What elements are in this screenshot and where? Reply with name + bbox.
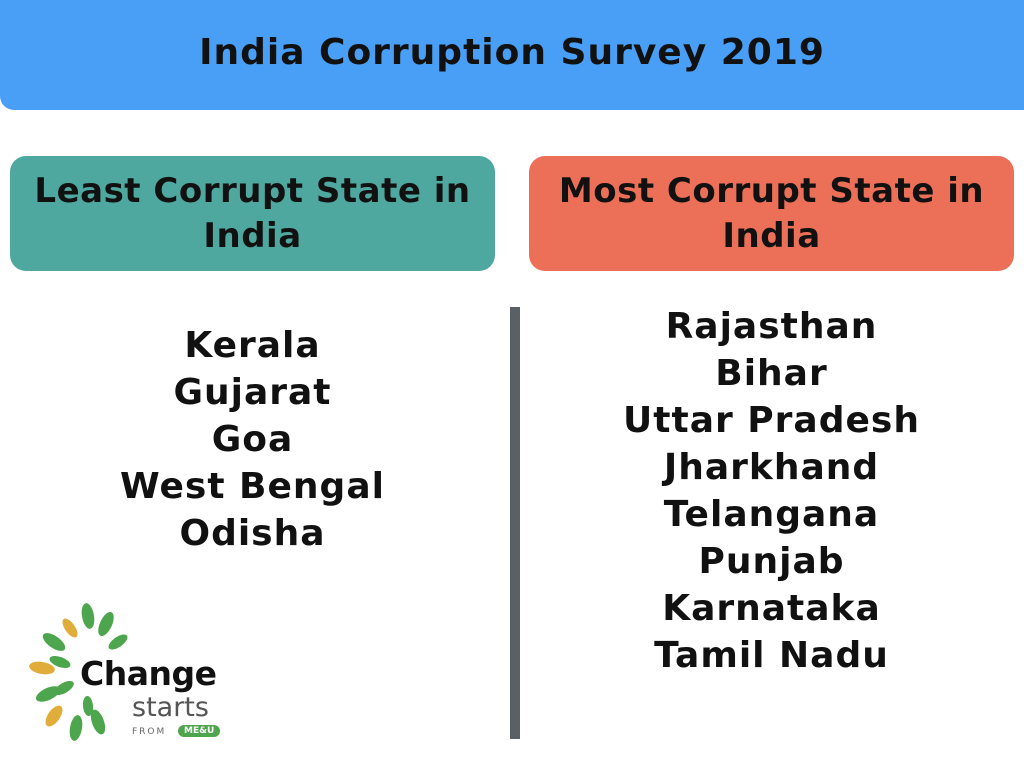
- list-item: Rajasthan: [665, 306, 878, 347]
- list-item: Goa: [211, 419, 294, 460]
- least-corrupt-heading-box: Least Corrupt State in India: [10, 156, 495, 271]
- logo-from-text: FROM: [132, 727, 167, 737]
- list-item: Uttar Pradesh: [623, 400, 920, 441]
- most-corrupt-heading-box: Most Corrupt State in India: [529, 156, 1014, 271]
- page-title: India Corruption Survey 2019: [199, 31, 825, 73]
- leaf-wreath-icon: [29, 603, 128, 741]
- least-corrupt-heading: Least Corrupt State in India: [34, 170, 471, 256]
- list-item: Bihar: [715, 353, 828, 394]
- list-item: Punjab: [698, 541, 845, 582]
- list-item: West Bengal: [120, 466, 385, 507]
- list-item: Jharkhand: [663, 447, 880, 488]
- list-item: Odisha: [179, 513, 326, 554]
- logo-meu-badge: ME&U: [178, 725, 221, 737]
- title-bar: India Corruption Survey 2019: [0, 0, 1024, 110]
- most-corrupt-list: Rajasthan Bihar Uttar Pradesh Jharkhand …: [529, 303, 1014, 679]
- list-item: Gujarat: [173, 372, 332, 413]
- logo-change-text: Change: [80, 654, 217, 693]
- list-item: Karnataka: [662, 588, 881, 629]
- list-item: Tamil Nadu: [654, 635, 889, 676]
- logo-starts-text: starts: [132, 692, 209, 723]
- least-corrupt-list: Kerala Gujarat Goa West Bengal Odisha: [10, 322, 495, 557]
- column-divider: [510, 307, 520, 739]
- list-item: Telangana: [663, 494, 880, 535]
- list-item: Kerala: [184, 325, 321, 366]
- most-corrupt-heading: Most Corrupt State in India: [558, 170, 985, 256]
- change-starts-logo: Change starts FROM ME&U: [18, 602, 240, 744]
